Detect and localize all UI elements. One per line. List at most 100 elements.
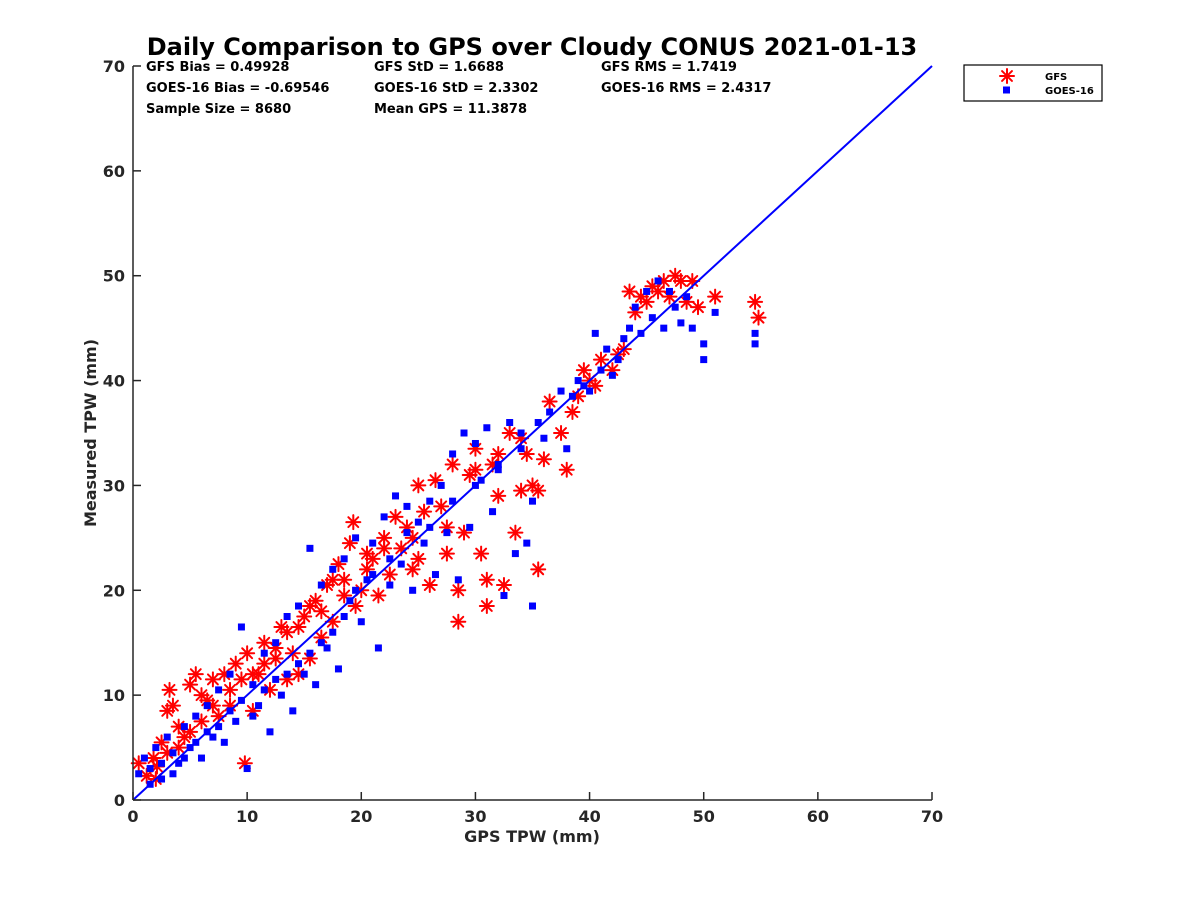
goes16-point (648, 314, 656, 322)
goes16-point (449, 497, 457, 505)
gfs-point (170, 739, 187, 756)
goes16-point (329, 565, 337, 573)
goes16-point (414, 518, 422, 526)
gfs-point (558, 461, 575, 478)
goes16-point (215, 686, 223, 694)
gfs-point (387, 508, 404, 525)
goes16-point (249, 681, 257, 689)
goes16-point (357, 618, 365, 626)
goes16-point (500, 592, 508, 600)
gfs-point (421, 577, 438, 594)
goes16-point (586, 387, 594, 395)
gfs-point (244, 666, 261, 683)
goes16-point (454, 576, 462, 584)
gfs-point (621, 283, 638, 300)
gfs-point (438, 545, 455, 562)
gfs-point (707, 288, 724, 305)
goes16-point (608, 371, 616, 379)
gfs-point (164, 697, 181, 714)
gfs-point (161, 681, 178, 698)
gfs-point (490, 445, 507, 462)
goes16-point (751, 329, 759, 337)
goes16-point (158, 759, 166, 767)
goes16-point (260, 649, 268, 657)
stat-text: GOES-16 RMS = 2.4317 (601, 81, 771, 96)
goes16-point (563, 445, 571, 453)
gfs-point (553, 425, 570, 441)
gfs-point (433, 498, 450, 515)
goes16-point (403, 529, 411, 537)
goes16-point (751, 340, 759, 348)
goes16-point (295, 602, 303, 610)
goes16-point (431, 571, 439, 579)
goes16-point (443, 529, 451, 537)
legend-marker-goes16 (1003, 86, 1010, 94)
legend-marker-gfs (999, 68, 1015, 84)
gfs-point (690, 299, 707, 316)
goes16-point (175, 759, 183, 767)
goes16-point (306, 649, 314, 657)
goes16-point (437, 481, 445, 489)
goes16-point (511, 550, 519, 558)
goes16-point (306, 544, 314, 552)
gfs-point (227, 655, 244, 672)
gfs-point (301, 598, 318, 615)
gfs-point (222, 681, 239, 698)
goes16-point (283, 613, 291, 620)
goes16-point (574, 377, 582, 385)
x-axis-label: GPS TPW (mm) (464, 827, 600, 846)
goes16-point (352, 534, 360, 542)
goes16-point (620, 335, 628, 343)
goes16-point (546, 408, 554, 416)
goes16-point (626, 324, 634, 332)
goes16-point (249, 712, 257, 720)
goes16-point (517, 429, 525, 437)
goes16-point (374, 644, 382, 652)
gfs-point (233, 671, 250, 688)
x-tick-label: 30 (464, 807, 486, 826)
goes16-point (140, 754, 148, 762)
goes16-point (180, 723, 188, 731)
goes16-point (169, 749, 177, 757)
goes16-point (665, 287, 673, 295)
gfs-point (296, 608, 313, 625)
goes16-point (426, 497, 434, 505)
gfs-point (416, 503, 433, 520)
gfs-point (564, 404, 581, 421)
goes16-point (591, 329, 599, 337)
y-axis-label: Measured TPW (mm) (81, 339, 100, 527)
gfs-point (370, 587, 387, 604)
goes16-point (300, 670, 308, 678)
goes16-point (340, 613, 348, 620)
gfs-point (478, 598, 495, 615)
stat-text: GFS Bias = 0.49928 (146, 60, 289, 75)
gfs-point (530, 482, 547, 499)
goes16-point (409, 586, 417, 594)
gfs-point (638, 293, 655, 310)
goes16-point (380, 513, 388, 521)
gfs-point (501, 425, 518, 441)
goes16-point (603, 345, 611, 353)
goes16-point (386, 555, 394, 563)
goes16-point (540, 434, 548, 442)
chart-title: Daily Comparison to GPS over Cloudy CONU… (147, 33, 918, 61)
one-to-one-line (132, 65, 933, 801)
goes16-point (523, 539, 531, 547)
x-tick-label: 50 (693, 807, 715, 826)
goes16-point (489, 508, 497, 516)
goes16-point (369, 571, 377, 579)
gfs-point (592, 351, 609, 368)
goes16-point (226, 670, 234, 678)
goes16-point (352, 586, 360, 594)
goes16-point (688, 324, 696, 332)
y-tick-label: 10 (103, 686, 125, 705)
goes16-point (209, 733, 217, 741)
gfs-point (410, 550, 427, 567)
goes16-point (677, 319, 685, 327)
goes16-point (220, 738, 228, 746)
y-tick-label: 50 (103, 267, 125, 286)
goes16-point (466, 523, 474, 531)
goes16-point (317, 581, 325, 589)
y-tick-label: 60 (103, 162, 125, 181)
